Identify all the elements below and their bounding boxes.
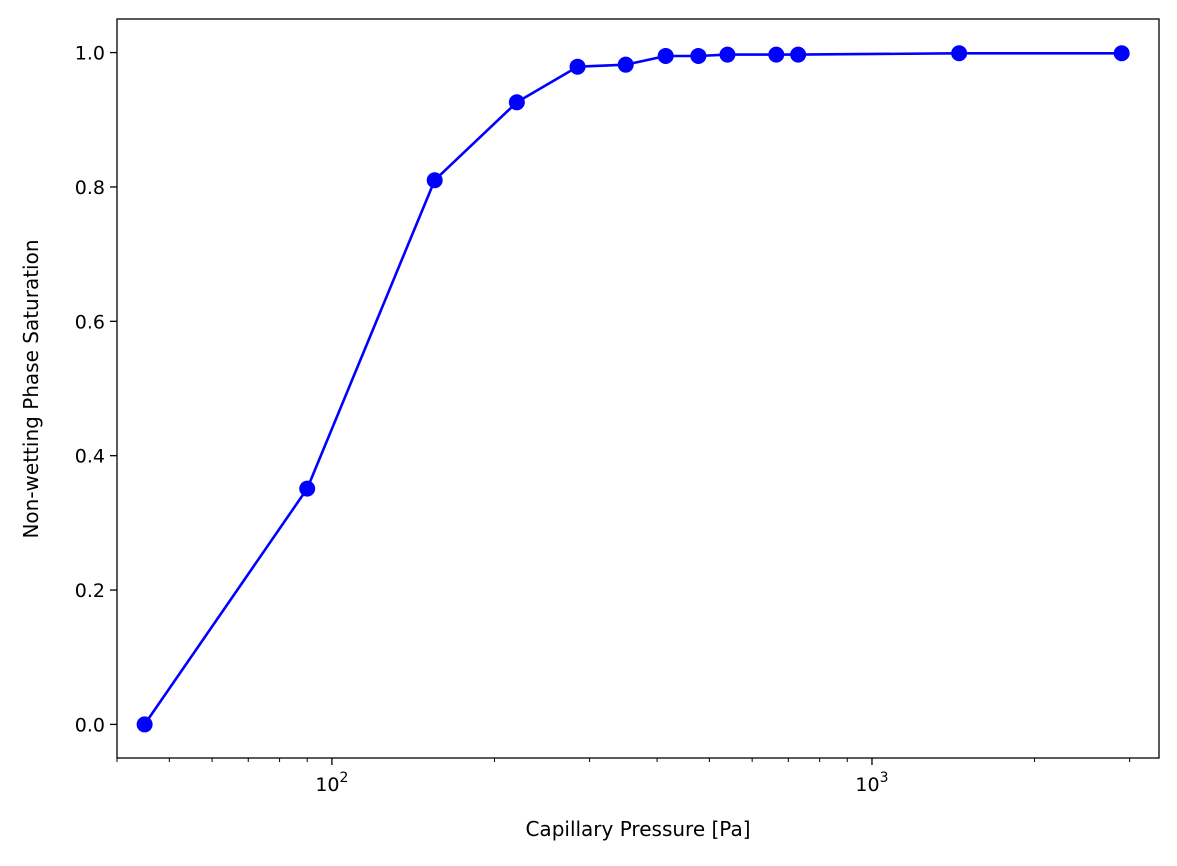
x-tick-label: 103 bbox=[855, 770, 888, 796]
y-tick-label: 1.0 bbox=[75, 43, 105, 65]
plot-area bbox=[117, 19, 1159, 758]
x-axis-label: Capillary Pressure [Pa] bbox=[525, 817, 750, 841]
data-point bbox=[790, 46, 807, 63]
x-tick-label-exponent: 3 bbox=[880, 770, 889, 786]
x-tick-label-exponent: 2 bbox=[340, 770, 349, 786]
data-point bbox=[426, 172, 443, 189]
series-layer bbox=[136, 45, 1130, 733]
data-point bbox=[719, 46, 736, 63]
x-tick-label-base: 10 bbox=[855, 774, 879, 796]
data-point bbox=[508, 94, 525, 111]
y-axis-ticks: 0.0 0.2 0.4 0.6 0.8 1.0 bbox=[75, 43, 117, 736]
plot-frame bbox=[116, 18, 1160, 759]
y-tick-label: 0.2 bbox=[75, 580, 105, 602]
data-point bbox=[657, 47, 674, 64]
data-point bbox=[617, 56, 634, 73]
data-point bbox=[690, 47, 707, 64]
y-tick-label: 0.0 bbox=[75, 714, 105, 736]
data-point bbox=[1113, 45, 1130, 62]
y-axis-label: Non-wetting Phase Saturation bbox=[19, 239, 43, 538]
y-tick-label: 0.6 bbox=[75, 311, 105, 333]
x-tick-label: 102 bbox=[315, 770, 348, 796]
x-tick-label-base: 10 bbox=[315, 774, 339, 796]
data-point bbox=[951, 45, 968, 62]
y-tick-label: 0.4 bbox=[75, 446, 105, 468]
data-point bbox=[299, 480, 316, 497]
y-tick-label: 0.8 bbox=[75, 177, 105, 199]
data-point bbox=[136, 716, 153, 733]
data-point bbox=[768, 46, 785, 63]
x-minor-ticks bbox=[116, 758, 1131, 762]
x-axis-ticks: 102 103 bbox=[315, 758, 889, 796]
data-point bbox=[569, 58, 586, 75]
